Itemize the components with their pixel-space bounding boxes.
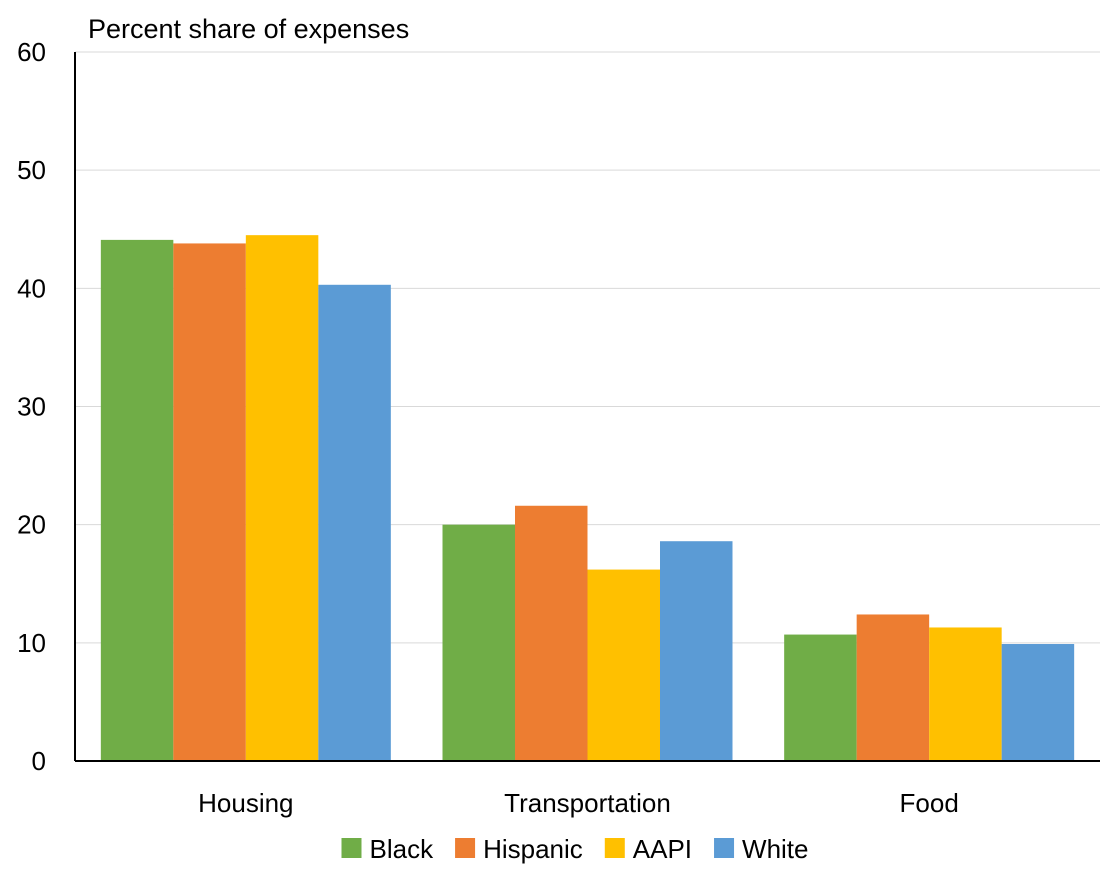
y-tick-label: 50: [17, 155, 46, 185]
bar-black-housing: [100, 239, 174, 761]
legend-label-hispanic: Hispanic: [483, 834, 583, 864]
bar-hispanic-housing: [173, 243, 246, 761]
legend-label-white: White: [742, 834, 808, 864]
bar-hispanic-transportation: [515, 505, 588, 761]
y-tick-label: 60: [17, 37, 46, 67]
y-tick-label: 20: [17, 510, 46, 540]
chart-title: Percent share of expenses: [88, 14, 409, 44]
legend-swatch-hispanic: [455, 838, 476, 858]
bar-white-food: [1001, 644, 1075, 761]
axes: [74, 52, 1100, 762]
y-tick-label: 10: [17, 628, 46, 658]
bar-white-housing: [318, 284, 391, 761]
legend-label-aapi: AAPI: [633, 834, 692, 864]
bar-white-transportation: [660, 541, 733, 761]
x-tick-label: Transportation: [504, 788, 671, 818]
bar-black-food: [784, 634, 857, 761]
y-tick-label: 40: [17, 273, 46, 303]
bar-aapi-food: [929, 627, 1002, 761]
legend-swatch-white: [714, 838, 735, 858]
legend-swatch-black: [341, 838, 362, 858]
legend-label-black: Black: [369, 834, 434, 864]
bar-aapi-housing: [245, 235, 319, 762]
x-tick-label: Housing: [198, 788, 293, 818]
y-tick-labels: 0 10 20 30 40 50 60: [17, 37, 46, 776]
y-tick-label: 30: [17, 392, 46, 422]
bars: [100, 235, 1075, 762]
legend-swatch-aapi: [604, 838, 625, 858]
y-tick-label: 0: [32, 746, 46, 776]
bar-aapi-transportation: [587, 569, 660, 761]
x-tick-labels: Housing Transportation Food: [198, 788, 959, 818]
bar-hispanic-food: [856, 614, 930, 761]
legend: Black Hispanic AAPI White: [341, 834, 809, 864]
bar-black-transportation: [442, 524, 515, 761]
x-tick-label: Food: [900, 788, 959, 818]
